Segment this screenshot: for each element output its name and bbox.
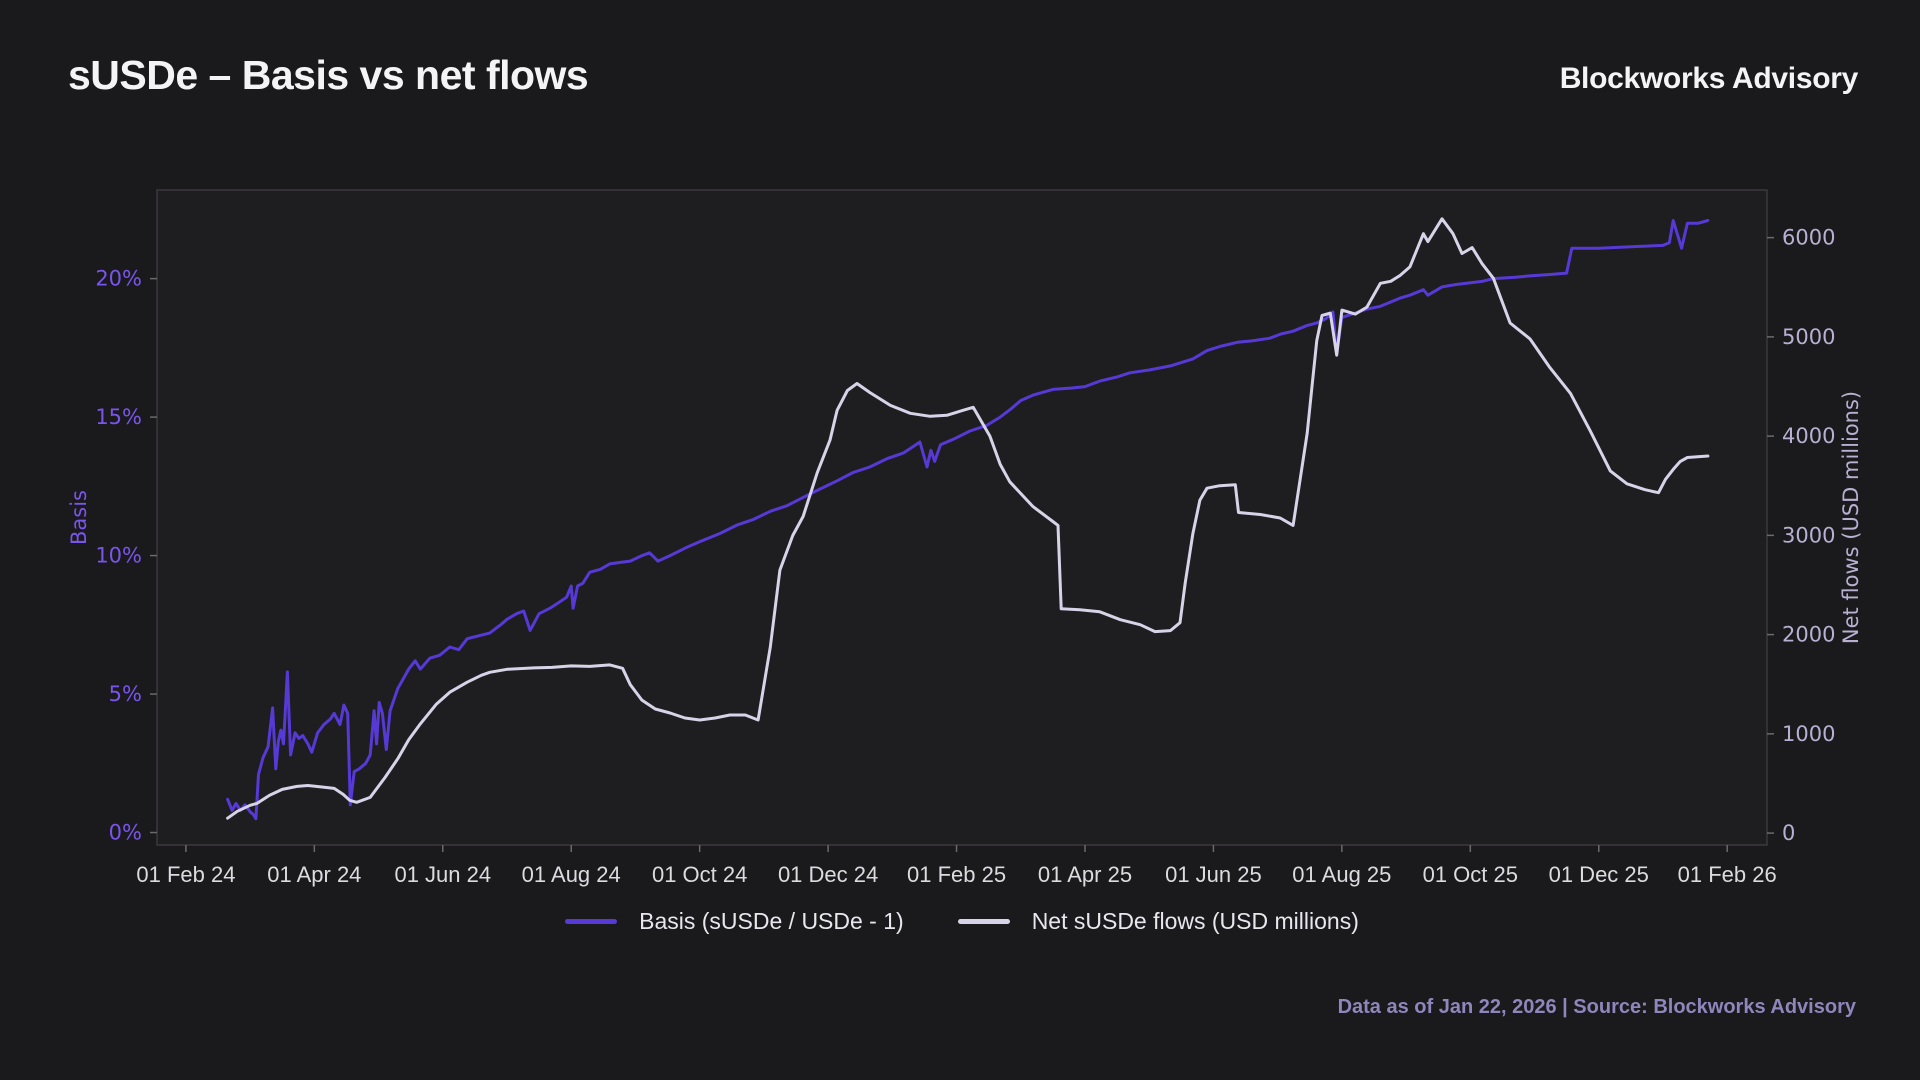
legend-label-flows: Net sUSDe flows (USD millions) bbox=[1031, 908, 1359, 934]
svg-text:1000: 1000 bbox=[1782, 722, 1835, 746]
svg-text:01 Feb 25: 01 Feb 25 bbox=[907, 862, 1006, 887]
svg-text:01 Aug 24: 01 Aug 24 bbox=[522, 862, 621, 887]
svg-text:10%: 10% bbox=[95, 544, 142, 568]
svg-text:01 Feb 26: 01 Feb 26 bbox=[1678, 862, 1777, 887]
chart-legend: Basis (sUSDe / USDe - 1) Net sUSDe flows… bbox=[157, 908, 1767, 935]
svg-text:01 Apr 24: 01 Apr 24 bbox=[267, 862, 361, 887]
svg-text:01 Feb 24: 01 Feb 24 bbox=[136, 862, 235, 887]
svg-text:3000: 3000 bbox=[1782, 523, 1835, 547]
svg-text:01 Aug 25: 01 Aug 25 bbox=[1292, 862, 1391, 887]
source-note: Data as of Jan 22, 2026 | Source: Blockw… bbox=[1337, 996, 1856, 1018]
svg-text:01 Oct 25: 01 Oct 25 bbox=[1423, 862, 1518, 887]
legend-label-basis: Basis (sUSDe / USDe - 1) bbox=[639, 908, 904, 934]
svg-text:2000: 2000 bbox=[1782, 623, 1835, 647]
svg-text:0: 0 bbox=[1782, 821, 1795, 845]
svg-text:5000: 5000 bbox=[1782, 325, 1835, 349]
svg-text:20%: 20% bbox=[95, 267, 142, 291]
svg-text:6000: 6000 bbox=[1782, 226, 1835, 250]
svg-text:01 Dec 24: 01 Dec 24 bbox=[778, 862, 878, 887]
svg-text:01 Jun 24: 01 Jun 24 bbox=[394, 862, 491, 887]
svg-text:01 Oct 24: 01 Oct 24 bbox=[652, 862, 747, 887]
svg-text:4000: 4000 bbox=[1782, 424, 1835, 448]
svg-text:0%: 0% bbox=[109, 821, 142, 845]
svg-text:01 Dec 25: 01 Dec 25 bbox=[1549, 862, 1649, 887]
svg-text:01 Apr 25: 01 Apr 25 bbox=[1038, 862, 1132, 887]
flows-line-swatch bbox=[957, 919, 1010, 924]
brand-logo: Blockworks Advisory bbox=[1559, 62, 1859, 95]
basis-line-swatch bbox=[565, 919, 618, 924]
svg-text:15%: 15% bbox=[95, 405, 142, 429]
svg-text:5%: 5% bbox=[109, 682, 142, 706]
svg-text:01 Jun 25: 01 Jun 25 bbox=[1165, 862, 1262, 887]
legend-item-basis: Basis (sUSDe / USDe - 1) bbox=[565, 908, 904, 935]
legend-item-flows: Net sUSDe flows (USD millions) bbox=[957, 908, 1359, 935]
svg-text:Basis: Basis bbox=[67, 490, 91, 545]
svg-text:Net flows (USD millions): Net flows (USD millions) bbox=[1839, 391, 1863, 644]
page-title: sUSDe – Basis vs net flows bbox=[68, 52, 589, 98]
